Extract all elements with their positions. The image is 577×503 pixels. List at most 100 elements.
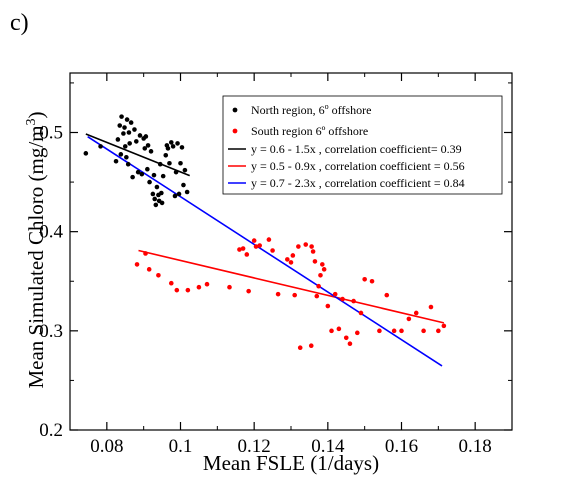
y-tick-label: 0.5 xyxy=(39,123,63,144)
point-north xyxy=(124,117,130,122)
data-points xyxy=(83,114,447,350)
point-south xyxy=(336,326,342,332)
point-north xyxy=(173,169,179,175)
point-south xyxy=(436,328,441,334)
point-north xyxy=(121,131,126,136)
point-north xyxy=(135,169,141,175)
regression-line-0 xyxy=(85,133,191,177)
point-south xyxy=(347,341,353,347)
point-north xyxy=(113,158,119,164)
point-north xyxy=(128,120,134,125)
point-north xyxy=(126,130,132,135)
point-north xyxy=(139,171,145,177)
legend-label-south: South region 6º offshore xyxy=(251,124,368,138)
point-south xyxy=(240,246,246,251)
point-south xyxy=(310,249,316,254)
point-north xyxy=(175,141,180,146)
point-south xyxy=(391,328,397,334)
point-south xyxy=(156,273,161,278)
point-north xyxy=(184,189,190,195)
x-tick-label: 0.16 xyxy=(385,436,418,457)
legend-label-fit-south: y = 0.5 - 0.9x , correlation coefficient… xyxy=(251,159,465,173)
point-north xyxy=(170,144,176,149)
point-south xyxy=(266,237,272,242)
x-axis-label: Mean FSLE (1/days) xyxy=(203,451,379,475)
point-south xyxy=(288,260,294,265)
point-south xyxy=(377,328,382,334)
point-south xyxy=(285,257,290,262)
point-north xyxy=(98,144,103,149)
point-north xyxy=(145,143,151,148)
y-axis-label-main: Mean Simulated Chloro (mg/m xyxy=(24,125,48,388)
point-north xyxy=(127,141,132,146)
x-tick-label: 0.18 xyxy=(459,436,492,457)
point-north xyxy=(118,152,124,157)
point-south xyxy=(318,273,323,278)
point-north xyxy=(160,173,166,179)
point-south xyxy=(292,292,297,298)
point-south xyxy=(413,310,419,316)
point-south xyxy=(329,328,334,334)
y-axis-label: Mean Simulated Chloro (mg/m3) xyxy=(24,111,48,388)
point-south xyxy=(251,238,257,243)
point-south xyxy=(428,304,434,310)
y-tick-label: 0.2 xyxy=(39,420,63,441)
point-south xyxy=(312,259,318,264)
point-south xyxy=(343,335,349,341)
point-south xyxy=(297,345,303,350)
y-tick-label: 0.3 xyxy=(39,321,63,342)
point-south xyxy=(257,243,262,248)
point-south xyxy=(308,343,314,349)
point-south xyxy=(303,242,309,247)
point-north xyxy=(165,146,171,151)
y-axis-label-close: ) xyxy=(24,111,48,118)
point-south xyxy=(309,244,314,249)
point-north xyxy=(168,140,174,145)
point-south xyxy=(406,316,412,322)
legend-box xyxy=(222,95,503,195)
point-north xyxy=(125,161,131,167)
point-north xyxy=(117,123,123,128)
legend-marker-north xyxy=(232,107,238,113)
point-north xyxy=(119,114,124,119)
point-south xyxy=(355,330,360,336)
point-south xyxy=(143,251,148,256)
legend-marker-south xyxy=(232,128,238,134)
point-north xyxy=(151,172,157,178)
point-south xyxy=(316,283,321,289)
point-north xyxy=(176,191,182,197)
x-tick-label: 0.08 xyxy=(90,436,123,457)
point-north xyxy=(142,146,148,151)
point-south xyxy=(325,303,331,309)
point-north xyxy=(163,153,169,158)
regression-line-2 xyxy=(87,135,443,367)
point-south xyxy=(320,262,325,267)
point-north xyxy=(124,154,129,160)
point-south xyxy=(314,293,320,299)
point-north xyxy=(167,160,172,166)
point-south xyxy=(246,288,251,294)
legend-label-fit-all: y = 0.7 - 2.3x , correlation coefficient… xyxy=(251,176,465,190)
point-north xyxy=(152,196,158,202)
point-north xyxy=(172,193,178,199)
point-north xyxy=(179,145,185,150)
point-north xyxy=(159,200,165,206)
x-tick-label: 0.12 xyxy=(238,436,271,457)
point-south xyxy=(332,291,338,297)
point-south xyxy=(270,248,275,253)
point-north xyxy=(159,190,164,196)
point-north xyxy=(145,166,150,172)
point-north xyxy=(115,137,121,142)
point-south xyxy=(227,284,232,290)
point-north xyxy=(150,191,156,197)
point-south xyxy=(146,267,152,272)
point-south xyxy=(369,278,375,284)
point-south xyxy=(296,244,301,249)
point-south xyxy=(168,280,174,286)
point-south xyxy=(204,281,210,287)
legend-label-fit-north: y = 0.6 - 1.5x , correlation coefficient… xyxy=(251,142,462,156)
y-axis-label-exponent: 3 xyxy=(24,118,39,125)
legend-label-north: North region, 6o offshore xyxy=(251,102,371,117)
point-south xyxy=(275,291,281,297)
